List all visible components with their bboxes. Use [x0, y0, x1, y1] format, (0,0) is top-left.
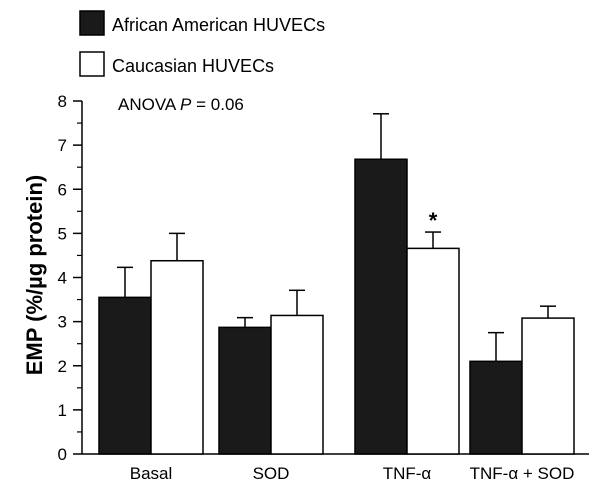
bar-caucasian	[270, 314, 324, 455]
bar-african-american	[469, 360, 523, 455]
legend-label-african-american: African American HUVECs	[112, 15, 325, 35]
bar-caucasian	[521, 317, 575, 455]
anova-p: P	[180, 95, 192, 114]
y-tick-label: 0	[58, 445, 67, 464]
legend-label-caucasian: Caucasian HUVECs	[112, 56, 274, 76]
y-axis-title: EMP (%/µg protein)	[22, 175, 47, 376]
y-ticks: 0 1 2 3 4 5 6 7 8	[58, 92, 82, 464]
anova-annotation: ANOVA P = 0.06	[118, 95, 244, 114]
y-tick-label: 4	[58, 269, 67, 288]
bar-african-american	[98, 296, 152, 455]
y-tick-label: 6	[58, 180, 67, 199]
y-tick-label: 8	[58, 92, 67, 111]
bar-caucasian	[406, 247, 460, 455]
y-tick-label: 1	[58, 401, 67, 420]
x-tick-label: TNF-α	[383, 464, 432, 483]
x-tick-labels: Basal SOD TNF-α TNF-α + SOD	[130, 464, 575, 483]
x-tick-label: TNF-α + SOD	[470, 464, 575, 483]
significance-marker: *	[429, 208, 438, 233]
legend: African American HUVECs Caucasian HUVECs	[79, 10, 325, 77]
anova-prefix: ANOVA	[118, 95, 180, 114]
y-tick-label: 2	[58, 357, 67, 376]
bar-african-american	[354, 158, 408, 455]
bar-caucasian	[150, 259, 204, 455]
bar-african-american	[218, 326, 272, 455]
x-tick-label: SOD	[253, 464, 290, 483]
x-tick-label: Basal	[130, 464, 173, 483]
y-tick-label: 3	[58, 313, 67, 332]
legend-swatch-african-american	[79, 10, 105, 36]
anova-suffix: = 0.06	[191, 95, 243, 114]
y-tick-label: 5	[58, 224, 67, 243]
y-tick-label: 7	[58, 136, 67, 155]
legend-swatch-caucasian	[79, 51, 105, 77]
bars: *	[98, 113, 575, 455]
